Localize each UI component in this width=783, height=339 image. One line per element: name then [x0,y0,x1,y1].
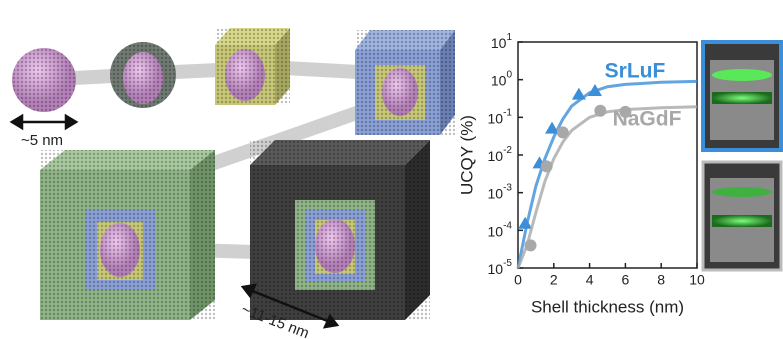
x-axis-label: Shell thickness (nm) [531,297,684,316]
data-point [518,217,532,229]
data-point [594,105,606,117]
x-tick-label: 8 [657,272,665,288]
data-point [557,126,569,138]
tick-base: 10 [488,148,504,164]
x-tick-label: 6 [622,272,630,288]
connector [75,76,112,78]
cube-texture [40,150,215,320]
tick-base: 10 [491,72,507,88]
data-point [525,239,537,251]
fit-curve [518,107,697,268]
tick-exponent: -3 [503,182,512,193]
cube-texture [250,140,430,320]
x-tick-label: 2 [550,272,558,288]
y-tick-label: 10-2 [488,145,513,164]
tick-exponent: -5 [503,258,512,269]
green-cube [40,150,215,320]
black-cube [250,140,430,320]
photos [703,42,781,270]
series-label: NaGdF [613,108,682,131]
glow [712,215,772,227]
y-tick-label: 10-1 [488,107,513,126]
y-tick-label: 10-5 [488,258,513,277]
y-tick-label: 10-4 [488,220,513,239]
particle-texture [110,42,176,108]
particle-texture [12,48,76,112]
y-tick-label: 10-3 [488,182,513,201]
data-point [572,88,586,100]
blue-cube [355,30,455,135]
glow [712,92,772,104]
connector [175,70,218,72]
x-tick-label: 4 [586,272,594,288]
connector [285,68,358,72]
series-label: SrLuF [605,60,666,83]
page: {"annotations": {"small_size": "~5 nm", … [0,0,783,339]
tick-exponent: 1 [506,32,512,43]
x-tick-label: 10 [689,272,705,288]
size-label: ~5 nm [21,132,63,149]
figure: ~5 nm ~11-15 nm 10-510-410-310-210-11001… [0,0,783,339]
cube-texture [215,28,290,105]
tick-exponent: 0 [506,69,512,80]
tick-exponent: -1 [503,107,512,118]
cube-texture [355,30,455,135]
arrow-head [12,116,22,128]
tick-base: 10 [488,223,504,239]
y-tick-label: 101 [491,32,513,51]
x-tick-label: 0 [514,272,522,288]
tick-base: 10 [491,35,507,51]
tick-base: 10 [488,110,504,126]
glow [712,187,772,197]
y-axis-label: UCQY (%) [457,115,476,195]
tick-exponent: -4 [503,220,512,231]
arrow-head [66,116,76,128]
tick-exponent: -2 [503,145,512,156]
data-point [541,160,553,172]
tick-base: 10 [488,185,504,201]
y-tick-label: 100 [491,69,513,88]
glow [712,69,772,81]
yellow-cube [215,28,290,105]
tick-base: 10 [488,261,504,277]
